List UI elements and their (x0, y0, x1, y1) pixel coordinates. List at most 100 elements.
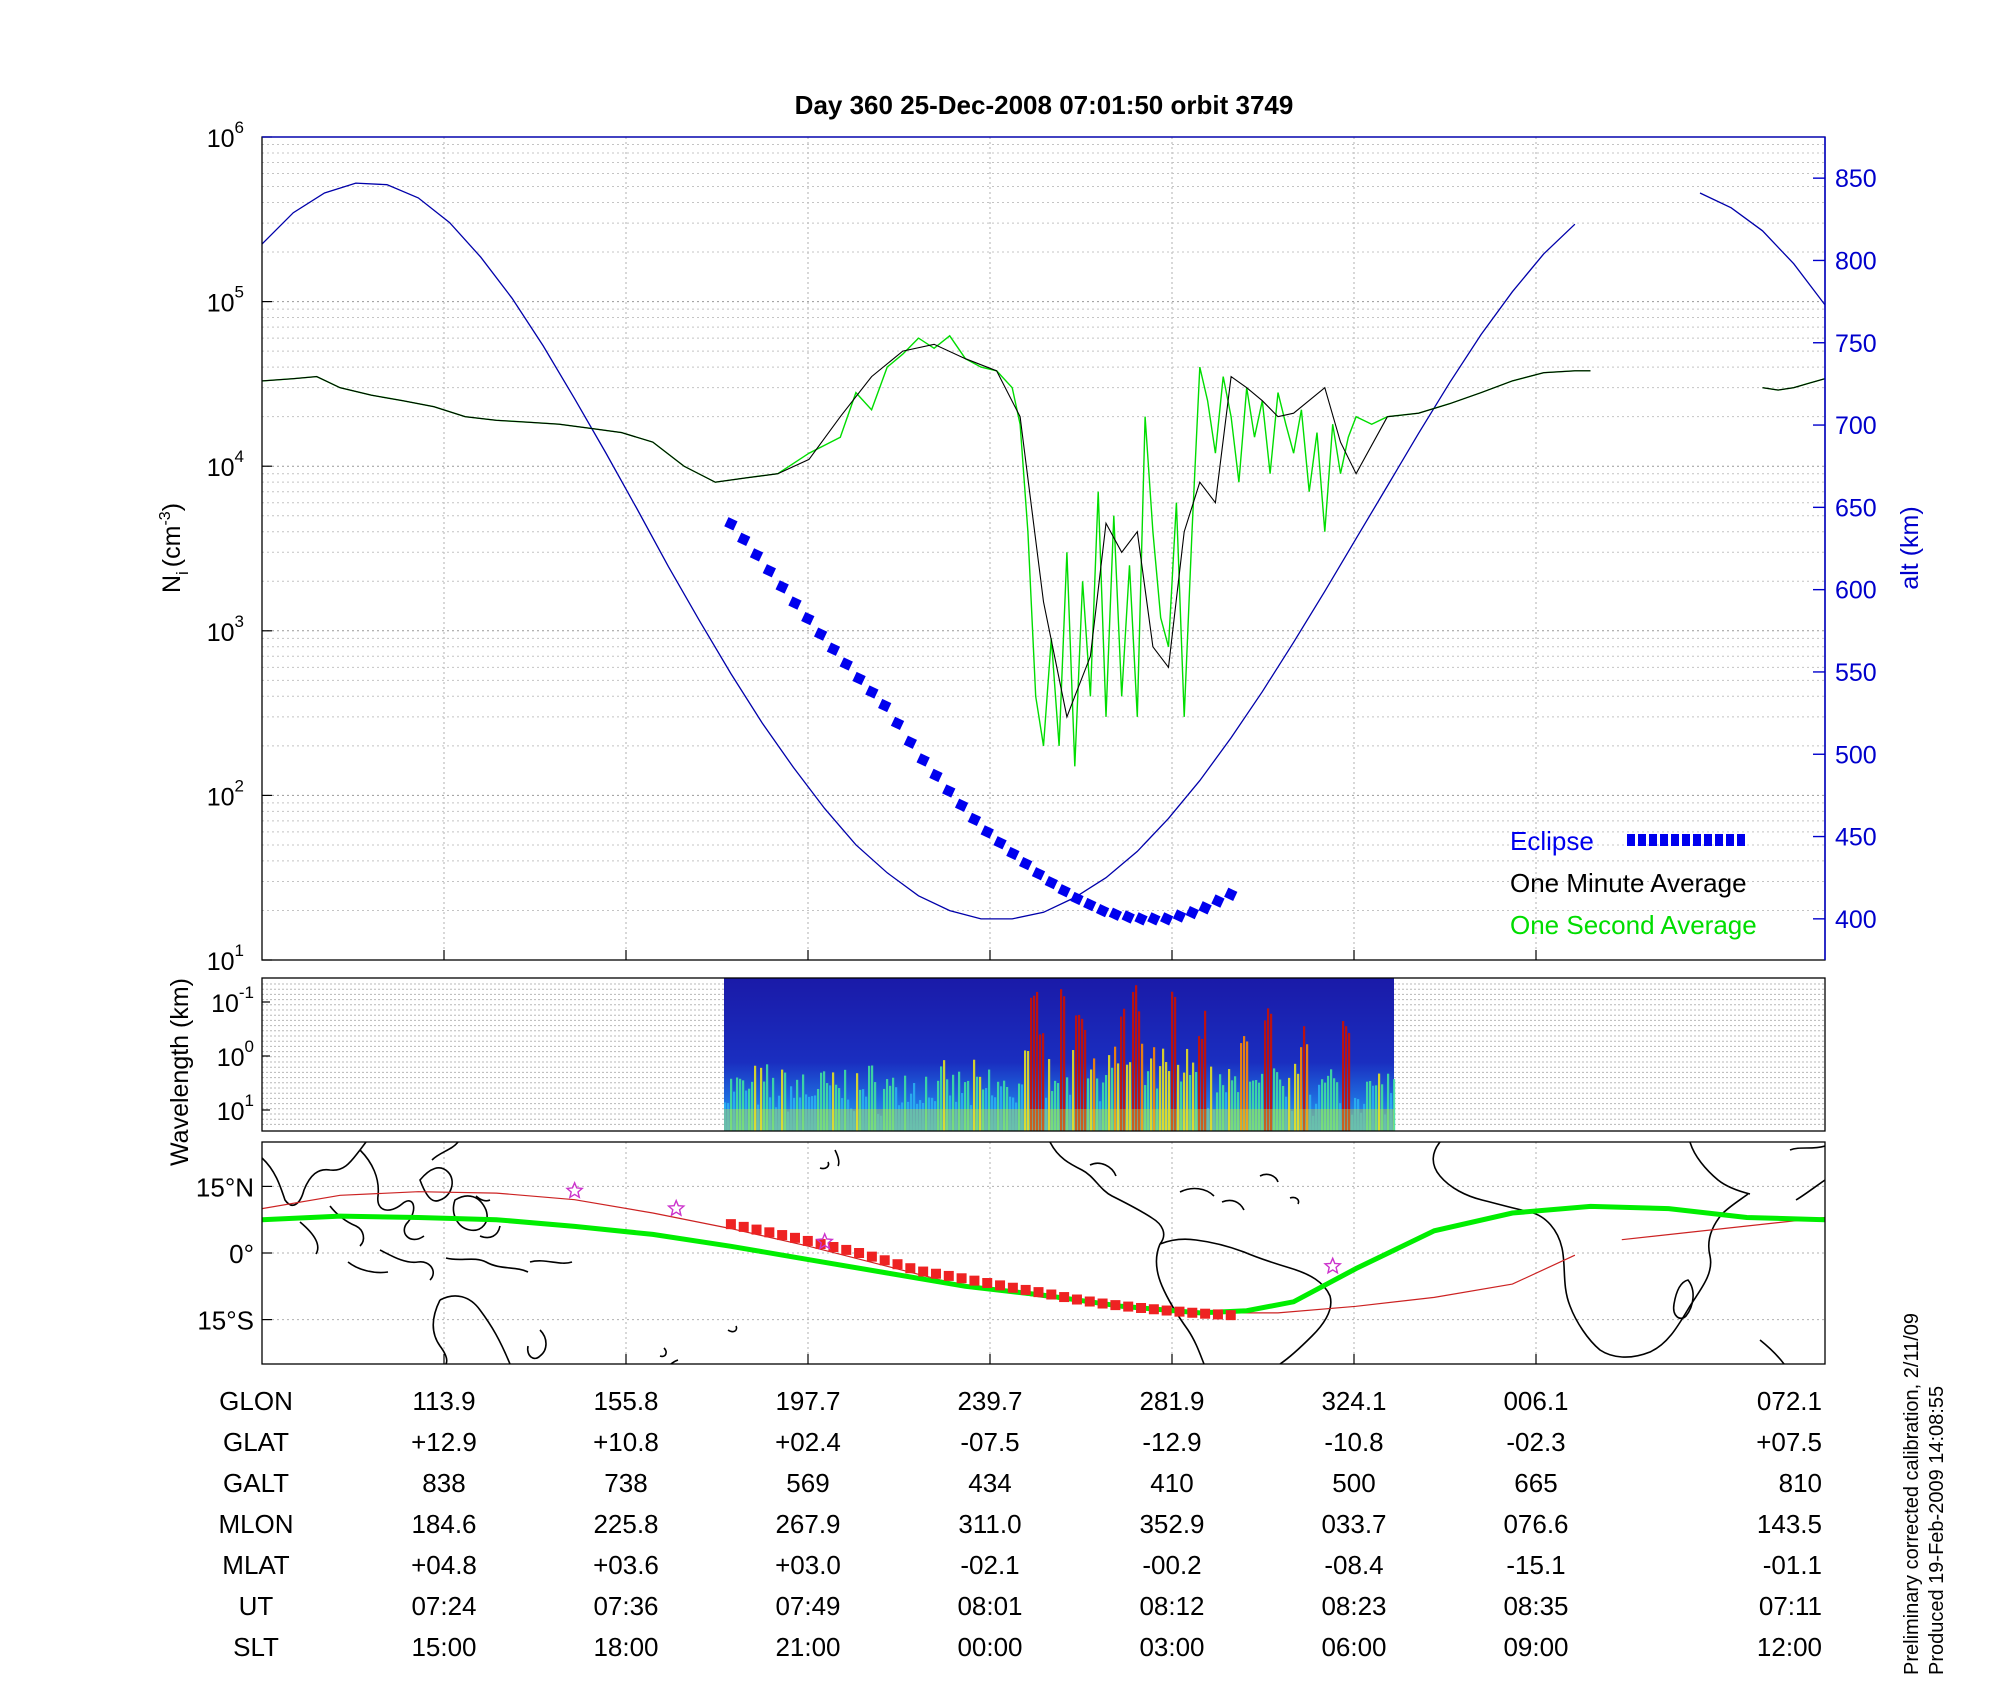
legend-eclipse-swatch (1627, 834, 1745, 846)
legend-eclipse-square (1671, 834, 1679, 846)
spectrogram-streak (1012, 1097, 1015, 1131)
spectrogram-streak (988, 1069, 991, 1131)
legend-eclipse-square (1737, 834, 1745, 846)
map-eclipse-marker (1212, 1309, 1223, 1320)
right-tick-label: 600 (1835, 577, 1877, 605)
table-row-label: GALT (223, 1468, 289, 1498)
spectrogram-streak (736, 1077, 739, 1131)
map-eclipse-marker (905, 1263, 916, 1274)
table-cell: 08:12 (1139, 1591, 1204, 1621)
spectrogram-tick-label: 100 (217, 1037, 254, 1072)
spectrogram-streak (1384, 1114, 1387, 1131)
table-cell: 07:36 (593, 1591, 658, 1621)
spectrogram-streak (796, 1079, 799, 1131)
spectrogram-streak (817, 1089, 820, 1131)
eclipse-marker (1006, 846, 1020, 861)
table-cell: +02.4 (775, 1427, 841, 1457)
spectrogram-tick-label: 10-1 (211, 983, 254, 1018)
spectrogram-streak (790, 1086, 793, 1131)
spectrogram-streak (1354, 1097, 1357, 1131)
table-cell: +04.8 (411, 1550, 477, 1580)
spectrogram-streak (1024, 1050, 1027, 1131)
eclipse-marker (724, 517, 738, 531)
eclipse-marker (1224, 887, 1238, 901)
spectrogram-streak (871, 1065, 874, 1131)
spectrogram-streak (1114, 1046, 1117, 1131)
eclipse-marker (967, 812, 982, 827)
table-cell: 838 (422, 1468, 465, 1498)
spectrogram-streak (1285, 1096, 1288, 1131)
spectrogram-y-ticks: 10-1 100 101 (211, 983, 270, 1126)
spectrogram-streak (1324, 1082, 1327, 1131)
eclipse-marker (1031, 867, 1046, 881)
table-row-label: MLON (218, 1509, 293, 1539)
map-tick-label: 0° (229, 1239, 254, 1269)
spectrogram-streak (1027, 1051, 1030, 1131)
spectrogram-streak (769, 1097, 772, 1131)
spectrogram-streak (763, 1081, 766, 1131)
table-cell: 143.5 (1757, 1509, 1822, 1539)
table-cell: +07.5 (1756, 1427, 1822, 1457)
magnetic-track-line (262, 1203, 1825, 1316)
spectrogram-streak (886, 1079, 889, 1131)
spectrogram-streak (841, 1098, 844, 1131)
spectrogram-streak (1339, 1103, 1342, 1131)
footnote-line1: Preliminary corrected calibration, 2/11/… (1901, 1313, 1923, 1675)
spectrogram-streak (985, 1088, 988, 1131)
legend-eclipse-square (1715, 834, 1723, 846)
spectrogram-streak (1099, 1101, 1102, 1131)
map-eclipse-marker (1071, 1294, 1082, 1305)
spectrogram-streak (1258, 1082, 1261, 1131)
spectrogram-streak (1366, 1081, 1369, 1131)
table-cell: 076.6 (1503, 1509, 1568, 1539)
spectrogram-streak (805, 1094, 808, 1131)
table-cell: 03:00 (1139, 1632, 1204, 1662)
spectrogram-streak (964, 1082, 967, 1131)
eclipse-marker (1160, 912, 1174, 926)
spectrogram-streak (1054, 1080, 1057, 1131)
map-eclipse-marker (918, 1266, 929, 1277)
spectrogram-streak (1264, 1020, 1267, 1131)
spectrogram-streak (982, 1089, 985, 1131)
map-eclipse-marker (879, 1255, 890, 1266)
spectrogram-streak (1078, 1014, 1081, 1131)
spectrogram-streak (895, 1087, 898, 1131)
spectrogram-streak (1372, 1085, 1375, 1131)
table-cell: 08:35 (1503, 1591, 1568, 1621)
spectrogram-streak (1216, 1092, 1219, 1131)
spectrogram-band (724, 1109, 1394, 1131)
map-star-marker (1323, 1256, 1343, 1275)
map-y-ticks: 15°N 0° 15°S (196, 1172, 272, 1336)
spectrogram-streak (814, 1095, 817, 1131)
spectrogram-streak (1315, 1103, 1318, 1131)
map-eclipse-marker (777, 1230, 788, 1241)
spectrogram-streak (1159, 1066, 1162, 1131)
ylabel-close: ) (158, 503, 186, 511)
spectrogram-streak (1345, 1026, 1348, 1131)
eclipse-marker (1019, 856, 1033, 871)
table-cell: 410 (1150, 1468, 1193, 1498)
table-cell: 184.6 (411, 1509, 476, 1539)
spectrogram-streak (1390, 1093, 1393, 1131)
spectrogram-streak (1147, 1071, 1150, 1131)
left-tick-label: 101 (207, 941, 244, 976)
eclipse-marker (788, 596, 802, 610)
spectrogram-streak (1120, 1016, 1123, 1131)
spectrogram-streak (742, 1080, 745, 1131)
table-cell: 434 (968, 1468, 1011, 1498)
spectrogram-streak (784, 1072, 787, 1131)
spectrogram-streak (757, 1104, 760, 1131)
spectrogram-streak (778, 1095, 781, 1131)
spectrogram-streak (1321, 1079, 1324, 1131)
map-eclipse-marker (1007, 1282, 1018, 1293)
eclipse-marker (775, 580, 789, 594)
spectrogram-streak (766, 1064, 769, 1131)
map-coastlines (262, 1142, 1825, 1364)
legend-eclipse-label: Eclipse (1510, 826, 1594, 856)
spectrogram-streak (838, 1088, 841, 1131)
spectrogram-streak (1123, 1008, 1126, 1131)
map-eclipse-markers (725, 1219, 1236, 1321)
spectrogram-streak (970, 1105, 973, 1131)
table-cell: 12:00 (1757, 1632, 1822, 1662)
table-cell: 00:00 (957, 1632, 1022, 1662)
